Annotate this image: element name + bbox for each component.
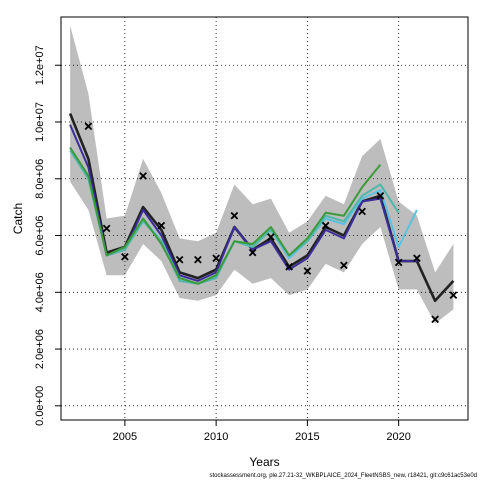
y-tick-label: 1.0e+07 (34, 102, 46, 142)
caption-text: stockassessment.org, ple.27.21-32_WKBPLA… (210, 473, 478, 479)
observed-point (102, 224, 111, 233)
observed-point (376, 191, 385, 200)
observed-point (230, 211, 239, 220)
observed-point (340, 261, 348, 270)
observed-point (321, 221, 330, 230)
observed-point (449, 291, 458, 299)
y-axis: 0.0e+00 2.0e+06 4.0e+06 6.0e+06 8.0e+06 1.0e+… (34, 45, 61, 426)
y-tick-label: 6.0e+06 (34, 215, 46, 255)
confidence-band-layer (70, 25, 454, 324)
observed-point (212, 254, 220, 263)
y-axis-title: Catch (11, 203, 25, 234)
series-layer (68, 113, 455, 303)
y-tick-label: 8.0e+06 (34, 159, 46, 199)
x-tick-label: 2020 (386, 431, 410, 443)
observed-point (267, 233, 275, 241)
observed-point (157, 221, 166, 230)
x-axis: 2005 2010 2015 2020 (113, 420, 411, 443)
plot-frame (60, 16, 469, 421)
x-axis-title: Years (249, 455, 279, 469)
x-tick-label: 2015 (295, 431, 319, 443)
series-line-5 (69, 146, 382, 285)
observed-point (303, 267, 312, 275)
observed-point (285, 262, 293, 271)
observed-point (121, 252, 129, 261)
y-tick-label: 2.0e+06 (34, 329, 46, 369)
observed-point (431, 315, 439, 324)
observed-point (139, 172, 147, 180)
y-tick-label: 0.0e+00 (34, 386, 46, 426)
observed-point (194, 255, 202, 264)
x-tick-label: 2005 (113, 431, 137, 443)
observed-point (358, 207, 366, 216)
observed-points-layer (84, 122, 458, 324)
x-tick-label: 2010 (204, 431, 228, 443)
confidence-band (70, 25, 454, 324)
observed-point (84, 122, 93, 131)
observed-point (394, 258, 403, 267)
observed-point (248, 248, 257, 257)
y-tick-label: 4.0e+06 (34, 272, 46, 312)
y-tick-label: 1.2e+07 (34, 45, 46, 85)
observed-point (413, 254, 421, 263)
observed-point (175, 255, 184, 264)
